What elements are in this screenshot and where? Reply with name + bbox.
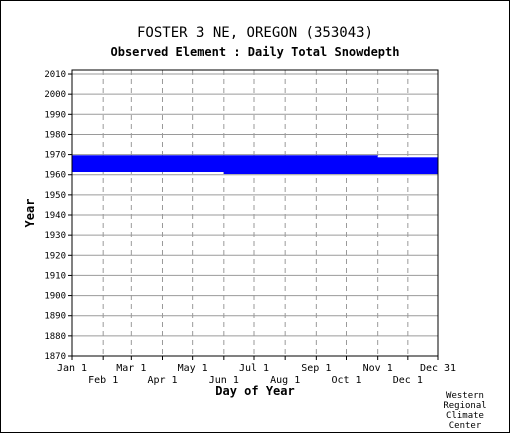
data-bar bbox=[72, 169, 438, 173]
credit-line: Center bbox=[448, 421, 482, 431]
x-tick-label: Apr 1 bbox=[147, 375, 177, 386]
y-tick-label: 1920 bbox=[44, 251, 66, 261]
plot-border bbox=[71, 69, 439, 357]
data-bar bbox=[223, 171, 438, 175]
data-bar bbox=[72, 155, 378, 158]
chart-title: FOSTER 3 NE, OREGON (353043) bbox=[136, 25, 373, 41]
data-bar bbox=[72, 167, 438, 170]
data-bar bbox=[72, 157, 438, 160]
y-tick-label: 1950 bbox=[44, 191, 66, 201]
data-bar bbox=[72, 159, 438, 162]
x-tick-label: Mar 1 bbox=[116, 363, 146, 374]
data-bar bbox=[72, 165, 438, 168]
y-tick-label: 1980 bbox=[44, 130, 66, 140]
y-tick-label: 2000 bbox=[44, 90, 66, 100]
credit-line: Climate bbox=[446, 411, 484, 421]
y-tick-label: 1970 bbox=[44, 151, 66, 161]
y-tick-label: 1990 bbox=[44, 110, 66, 120]
x-tick-label: Dec 31 bbox=[420, 363, 456, 374]
data-bar bbox=[72, 161, 438, 164]
credit-line: Western bbox=[446, 391, 484, 401]
y-tick-label: 1870 bbox=[44, 352, 66, 362]
x-tick-label: May 1 bbox=[178, 363, 208, 374]
data-bar bbox=[72, 163, 438, 166]
y-tick-label: 1890 bbox=[44, 312, 66, 322]
x-tick-label: Aug 1 bbox=[270, 375, 300, 386]
y-tick-label: 1910 bbox=[44, 271, 66, 281]
y-axis-label: Year bbox=[23, 199, 37, 228]
y-tick-label: 1880 bbox=[44, 332, 66, 342]
y-tick-label: 1940 bbox=[44, 211, 66, 221]
x-tick-label: Jul 1 bbox=[239, 363, 269, 374]
y-tick-label: 1900 bbox=[44, 292, 66, 302]
y-tick-label: 1930 bbox=[44, 231, 66, 241]
x-axis-label: Day of Year bbox=[215, 384, 294, 398]
x-tick-label: Feb 1 bbox=[88, 375, 118, 386]
x-tick-label: Oct 1 bbox=[331, 375, 361, 386]
chart-subtitle: Observed Element : Daily Total Snowdepth bbox=[110, 45, 400, 59]
y-tick-label: 1960 bbox=[44, 171, 66, 181]
x-tick-label: Nov 1 bbox=[363, 363, 393, 374]
credit-line: Regional bbox=[443, 401, 487, 411]
x-tick-label: Jun 1 bbox=[209, 375, 239, 386]
x-tick-label: Sep 1 bbox=[301, 363, 331, 374]
y-tick-label: 2010 bbox=[44, 70, 66, 80]
x-tick-label: Jan 1 bbox=[57, 363, 87, 374]
wrcc-credit: Western Regional Climate Center bbox=[435, 391, 495, 431]
x-tick-label: Dec 1 bbox=[393, 375, 423, 386]
